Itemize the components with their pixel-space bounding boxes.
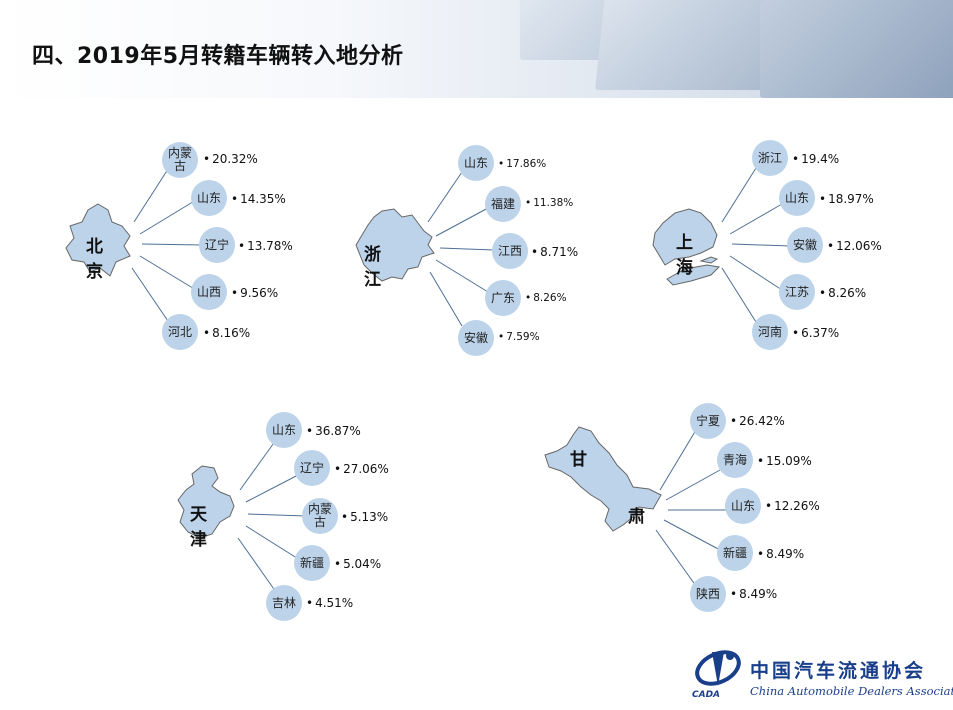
destination-node: 山东 (779, 180, 815, 216)
percentage: • 12.26% (765, 499, 820, 513)
destination-node: 福建 (485, 186, 521, 222)
percentage: • 8.49% (757, 547, 805, 561)
percentage: • 8.26% (819, 286, 867, 300)
destination-node: 辽宁 (294, 450, 330, 486)
destination-node: 山西 (191, 274, 227, 310)
destination-node: 辽宁 (199, 227, 235, 263)
tianjin-map (177, 465, 235, 539)
destination-node: 广东 (485, 280, 521, 316)
gansu-map (544, 426, 662, 532)
percentage: • 36.87% (306, 424, 361, 438)
percentage: • 8.26% (525, 292, 567, 304)
destination-node: 河北 (162, 314, 198, 350)
destination-node: 吉林 (266, 585, 302, 621)
region-label: 肃 (628, 507, 645, 527)
region-label: 天津 (190, 505, 207, 550)
percentage: • 7.59% (498, 331, 540, 343)
shanghai-map (652, 208, 721, 286)
percentage: • 4.51% (306, 596, 354, 610)
percentage: • 15.09% (757, 454, 812, 468)
destination-node: 内蒙古 (302, 498, 338, 534)
destination-node: 青海 (717, 442, 753, 478)
header-banner: 四、2019年5月转籍车辆转入地分析 (0, 0, 953, 98)
destination-node: 山东 (458, 145, 494, 181)
destination-node: 安徽 (787, 227, 823, 263)
percentage: • 18.97% (819, 192, 874, 206)
decorative-cube (760, 0, 953, 98)
destination-node: 内蒙古 (162, 142, 198, 178)
percentage: • 8.71% (531, 245, 579, 259)
percentage: • 5.04% (334, 557, 382, 571)
percentage: • 6.37% (792, 326, 840, 340)
percentage: • 26.42% (730, 414, 785, 428)
cada-emblem-icon (695, 650, 741, 686)
destination-node: 宁夏 (690, 403, 726, 439)
destination-node: 山东 (191, 180, 227, 216)
percentage: • 8.16% (203, 326, 251, 340)
percentage: • 5.13% (341, 510, 389, 524)
logo-english-name: China Automobile Dealers Association (750, 684, 953, 698)
destination-node: 河南 (752, 314, 788, 350)
region-label: 甘 (570, 450, 587, 470)
region-label: 上海 (676, 233, 693, 278)
percentage: • 9.56% (231, 286, 279, 300)
region-label: 北京 (86, 237, 103, 282)
percentage: • 19.4% (792, 152, 840, 166)
percentage: • 11.38% (525, 197, 574, 209)
zhejiang-map (355, 208, 435, 282)
destination-node: 山东 (266, 412, 302, 448)
destination-node: 新疆 (294, 545, 330, 581)
destination-node: 江苏 (779, 274, 815, 310)
destination-node: 陕西 (690, 576, 726, 612)
destination-node: 浙江 (752, 140, 788, 176)
percentage: • 12.06% (827, 239, 882, 253)
region-label: 浙江 (364, 245, 381, 290)
page-title: 四、2019年5月转籍车辆转入地分析 (32, 44, 404, 69)
destination-node: 安徽 (458, 320, 494, 356)
destination-node: 新疆 (717, 535, 753, 571)
percentage: • 20.32% (203, 152, 258, 166)
percentage: • 13.78% (238, 239, 293, 253)
percentage: • 17.86% (498, 158, 547, 170)
destination-node: 江西 (492, 233, 528, 269)
destination-node: 山东 (725, 488, 761, 524)
percentage: • 8.49% (730, 587, 778, 601)
cada-logo: CADA 中国汽车流通协会 China Automobile Dealers A… (690, 646, 953, 706)
beijing-map (65, 203, 131, 277)
percentage: • 27.06% (334, 462, 389, 476)
logo-chinese-name: 中国汽车流通协会 (750, 660, 927, 682)
percentage: • 14.35% (231, 192, 286, 206)
logo-abbreviation: CADA (692, 690, 721, 700)
